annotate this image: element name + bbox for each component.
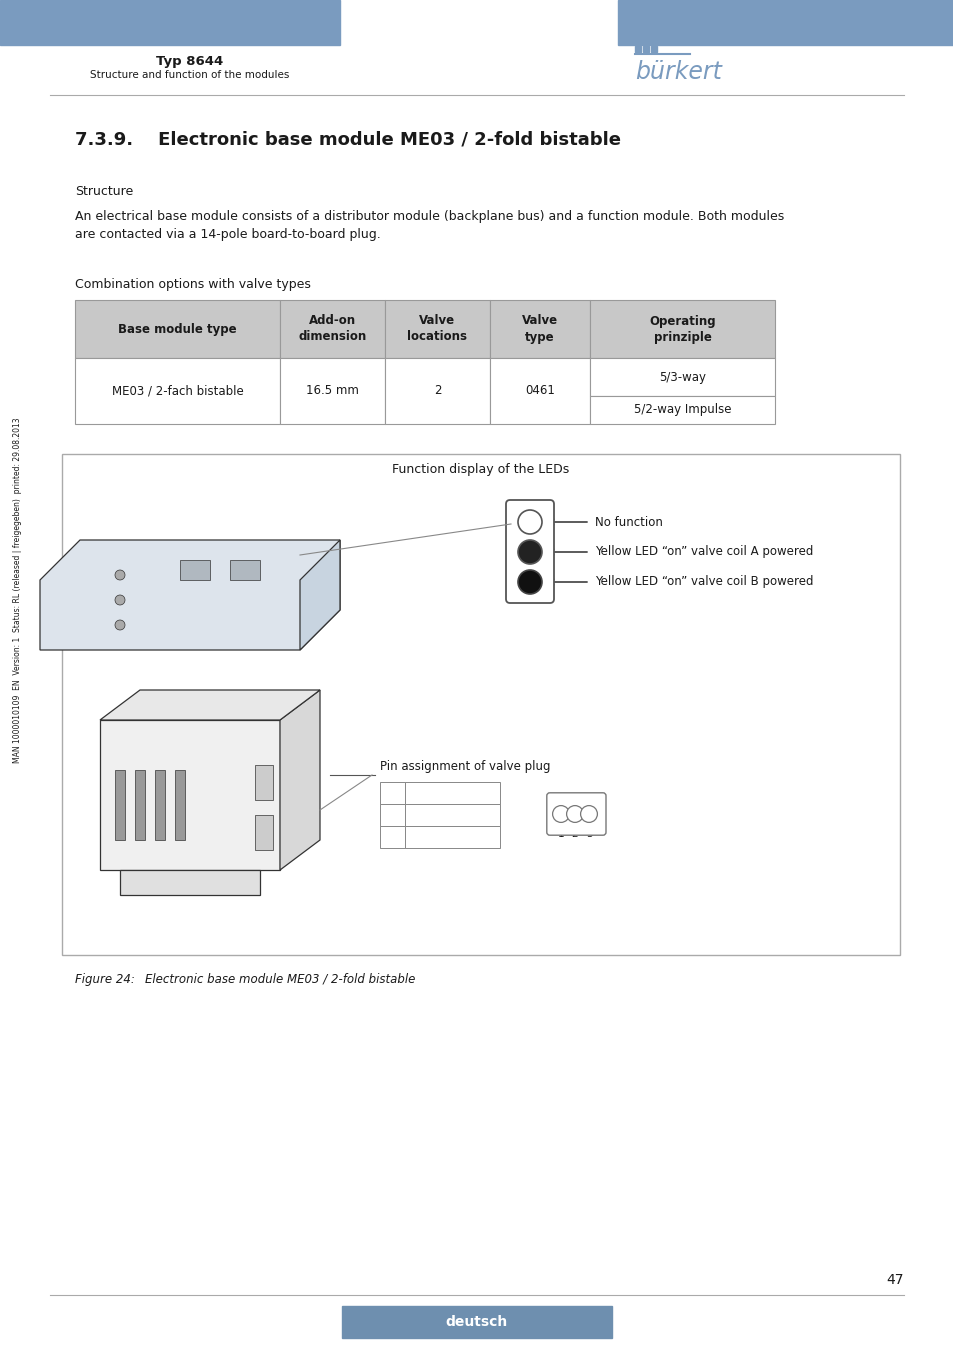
Text: are contacted via a 14-pole board-to-board plug.: are contacted via a 14-pole board-to-boa… xyxy=(75,228,380,242)
Text: 47: 47 xyxy=(885,1273,903,1287)
Text: Valve coil B: Valve coil B xyxy=(420,832,484,842)
Bar xyxy=(280,358,385,424)
Circle shape xyxy=(115,620,125,630)
Text: Yellow LED “on” valve coil B powered: Yellow LED “on” valve coil B powered xyxy=(595,575,813,589)
Bar xyxy=(174,769,185,840)
Bar xyxy=(385,358,490,424)
Text: 2: 2 xyxy=(389,810,395,819)
Bar xyxy=(341,1305,612,1338)
Polygon shape xyxy=(40,540,339,649)
Text: 3: 3 xyxy=(389,832,395,842)
Text: Base module type: Base module type xyxy=(118,323,236,336)
Text: 5/2-way Impulse: 5/2-way Impulse xyxy=(633,404,731,417)
Polygon shape xyxy=(230,560,260,580)
Polygon shape xyxy=(120,869,260,895)
Text: Valve coil A: Valve coil A xyxy=(420,788,484,798)
Bar xyxy=(154,769,165,840)
Bar xyxy=(642,46,648,53)
Bar xyxy=(589,300,774,358)
Text: bürkert: bürkert xyxy=(635,59,721,84)
Bar xyxy=(0,0,339,45)
Text: Add-on
dimension: Add-on dimension xyxy=(298,315,366,343)
Circle shape xyxy=(115,570,125,580)
Text: Valve
type: Valve type xyxy=(521,315,558,343)
Text: Operating
prinziple: Operating prinziple xyxy=(648,315,715,343)
Bar xyxy=(254,765,273,801)
Bar xyxy=(379,782,405,805)
Circle shape xyxy=(517,570,541,594)
Text: 16.5 mm: 16.5 mm xyxy=(306,385,358,397)
Circle shape xyxy=(115,595,125,605)
Text: 3: 3 xyxy=(585,829,592,840)
Text: 7.3.9.    Electronic base module ME03 / 2-fold bistable: 7.3.9. Electronic base module ME03 / 2-f… xyxy=(75,130,620,148)
Text: Function display of the LEDs: Function display of the LEDs xyxy=(392,463,569,477)
Polygon shape xyxy=(100,720,280,869)
Polygon shape xyxy=(180,560,210,580)
Circle shape xyxy=(580,806,597,822)
Text: 1: 1 xyxy=(389,788,395,798)
Text: 0461: 0461 xyxy=(524,385,555,397)
Text: Figure 24:: Figure 24: xyxy=(75,973,134,985)
Bar xyxy=(635,46,640,53)
Bar xyxy=(379,826,405,848)
Bar xyxy=(589,358,774,396)
Text: Pin assignment of valve plug: Pin assignment of valve plug xyxy=(379,760,550,774)
Bar xyxy=(115,769,125,840)
Text: 1: 1 xyxy=(558,829,564,840)
Text: An electrical base module consists of a distributor module (backplane bus) and a: An electrical base module consists of a … xyxy=(75,211,783,223)
Polygon shape xyxy=(100,690,319,720)
Bar xyxy=(650,46,657,53)
Bar xyxy=(135,769,145,840)
Bar xyxy=(589,396,774,424)
Text: No function: No function xyxy=(595,516,662,528)
FancyBboxPatch shape xyxy=(505,500,554,603)
Text: Electronic base module ME03 / 2-fold bistable: Electronic base module ME03 / 2-fold bis… xyxy=(145,973,415,985)
Bar xyxy=(618,0,953,45)
FancyBboxPatch shape xyxy=(546,792,605,836)
Bar xyxy=(490,358,589,424)
Text: Valve
locations: Valve locations xyxy=(407,315,467,343)
Bar xyxy=(62,454,899,954)
Bar xyxy=(405,826,499,848)
Text: Yellow LED “on” valve coil A powered: Yellow LED “on” valve coil A powered xyxy=(595,545,813,559)
Circle shape xyxy=(517,510,541,535)
Polygon shape xyxy=(280,690,319,869)
Text: Structure: Structure xyxy=(75,185,133,198)
Text: Structure and function of the modules: Structure and function of the modules xyxy=(91,70,290,80)
Bar xyxy=(405,782,499,805)
Circle shape xyxy=(517,540,541,564)
Bar xyxy=(379,805,405,826)
Text: Combination options with valve types: Combination options with valve types xyxy=(75,278,311,292)
Bar xyxy=(75,358,280,424)
Text: 24 V: 24 V xyxy=(439,810,465,819)
Polygon shape xyxy=(299,540,339,649)
Bar xyxy=(490,300,589,358)
Text: 2: 2 xyxy=(571,829,578,840)
Text: MAN 1000010109  EN  Version: 1  Status: RL (released | freigegeben)  printed: 29: MAN 1000010109 EN Version: 1 Status: RL … xyxy=(13,417,23,763)
Bar xyxy=(405,805,499,826)
Text: deutsch: deutsch xyxy=(445,1315,508,1328)
Bar xyxy=(280,300,385,358)
Text: FLUID CONTROL SYSTEMS: FLUID CONTROL SYSTEMS xyxy=(635,38,746,47)
Circle shape xyxy=(566,806,583,822)
Text: 2: 2 xyxy=(434,385,441,397)
Text: 5/3-way: 5/3-way xyxy=(659,370,705,383)
Text: ME03 / 2-fach bistable: ME03 / 2-fach bistable xyxy=(112,385,243,397)
Bar xyxy=(254,815,273,850)
Bar xyxy=(385,300,490,358)
Text: Typ 8644: Typ 8644 xyxy=(156,55,223,68)
Circle shape xyxy=(552,806,569,822)
Bar xyxy=(75,300,280,358)
